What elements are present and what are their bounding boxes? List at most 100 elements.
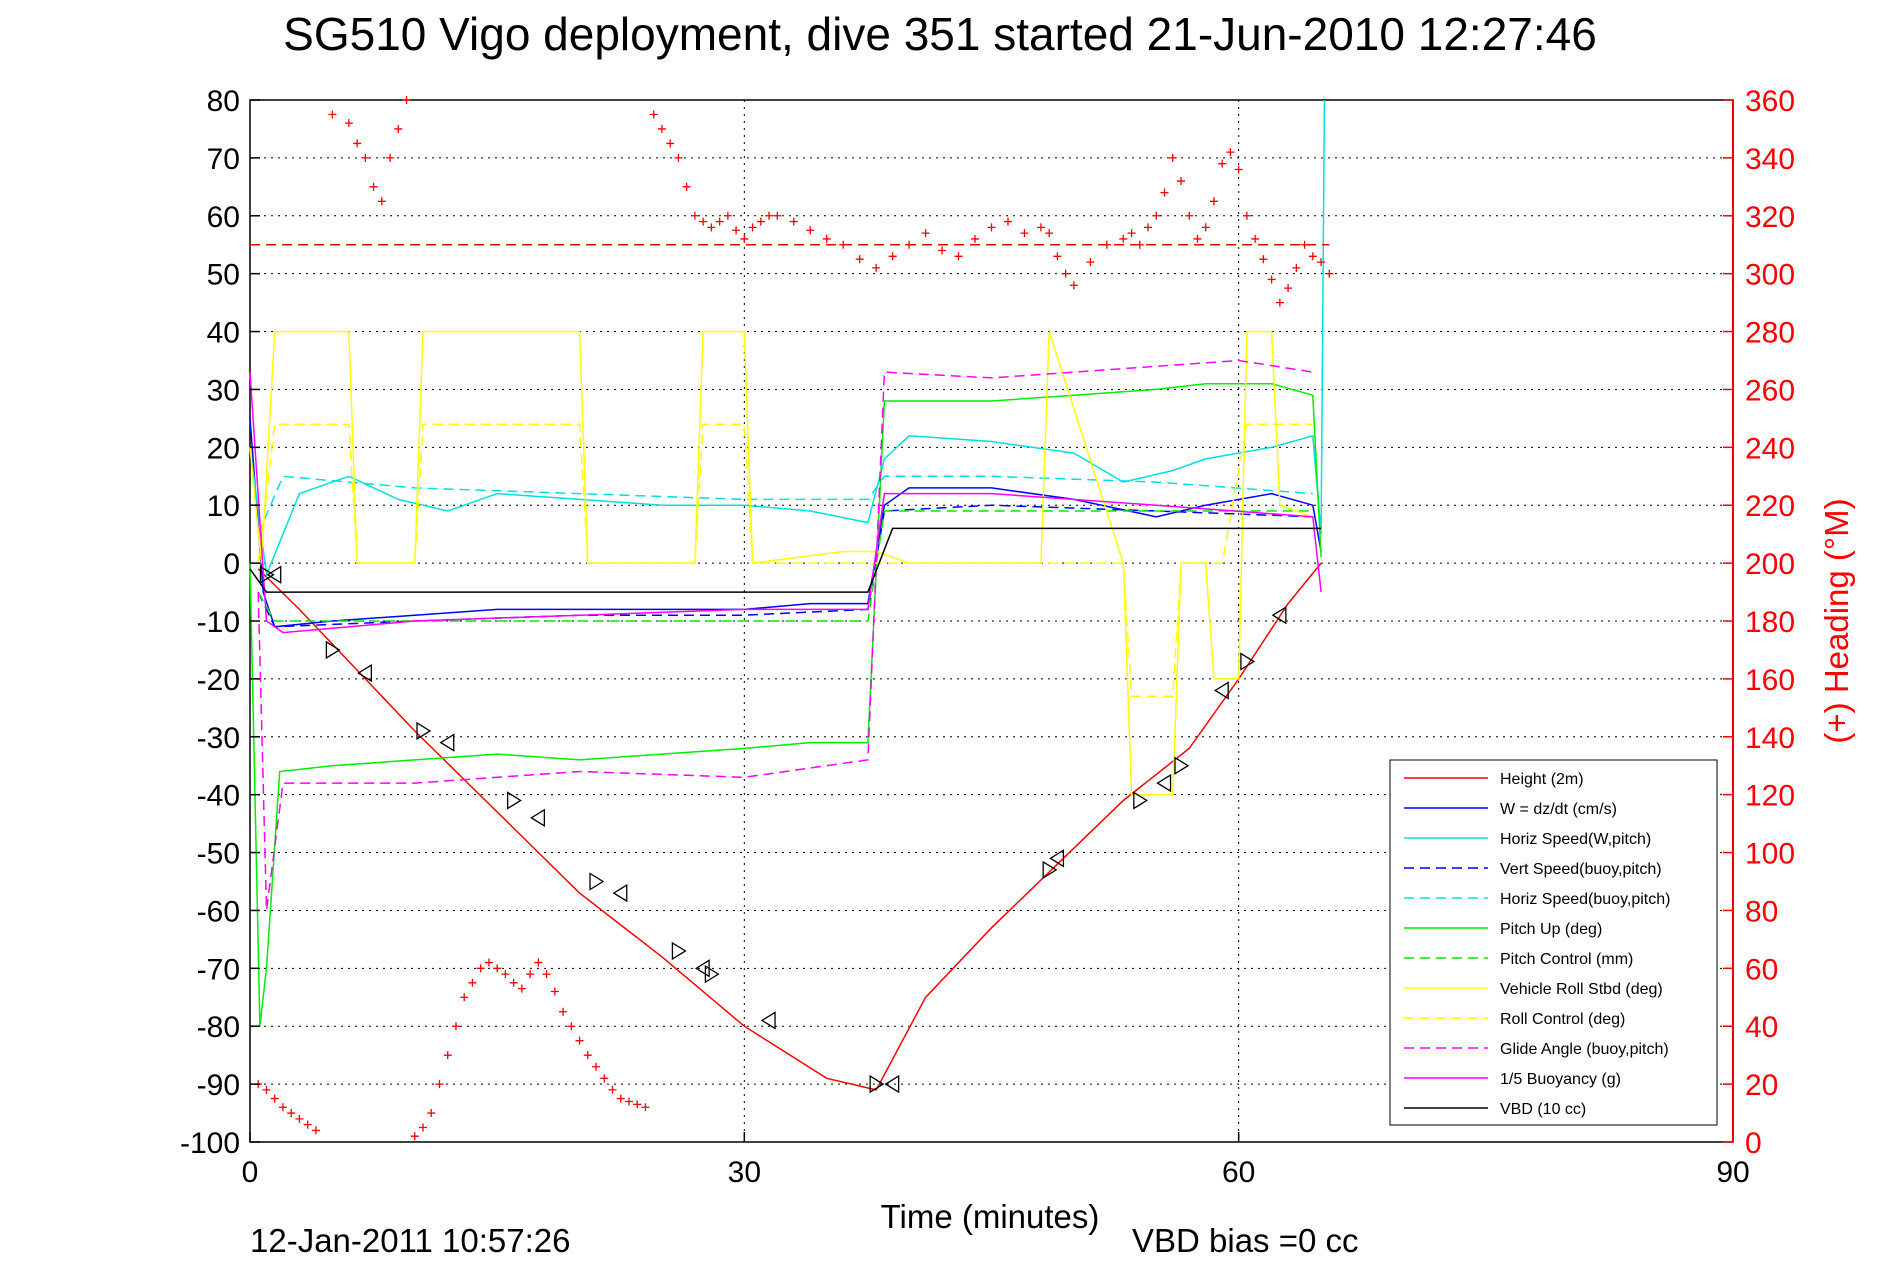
heading-marker bbox=[690, 211, 699, 220]
heading-marker bbox=[624, 1097, 633, 1106]
heading-marker bbox=[1259, 255, 1268, 264]
gps-triangle-marker bbox=[439, 733, 455, 752]
heading-marker bbox=[987, 223, 996, 232]
heading-marker bbox=[1234, 165, 1243, 174]
gps-triangle-marker bbox=[259, 565, 275, 584]
y-tick-label: 20 bbox=[207, 432, 240, 465]
y-right-tick-label: 340 bbox=[1745, 143, 1795, 176]
gps-triangle-marker bbox=[884, 1074, 900, 1094]
legend: Height (2m) W = dz/dt (cm/s) Horiz Speed(W… bbox=[1389, 759, 1718, 1126]
gps-triangle-marker bbox=[325, 640, 341, 660]
right-axis-label: (+) Heading (°M) bbox=[1818, 498, 1855, 743]
heading-marker bbox=[1292, 263, 1301, 272]
heading-marker bbox=[1086, 258, 1095, 267]
series-line bbox=[249, 372, 1322, 634]
series-line bbox=[257, 504, 1313, 628]
legend-label: Vehicle Roll Stbd (deg) bbox=[1500, 981, 1663, 998]
heading-marker bbox=[361, 153, 370, 162]
y-tick-label: -100 bbox=[180, 1127, 240, 1160]
heading-marker bbox=[394, 124, 403, 133]
heading-marker bbox=[303, 1120, 312, 1129]
heading-marker bbox=[1317, 258, 1326, 267]
heading-marker bbox=[1144, 223, 1153, 232]
heading-marker bbox=[1061, 269, 1070, 278]
gps-triangle-marker bbox=[704, 964, 720, 984]
y-tick-label: -50 bbox=[197, 838, 240, 871]
heading-marker bbox=[1127, 229, 1136, 238]
heading-marker bbox=[938, 246, 947, 255]
heading-marker bbox=[1119, 234, 1128, 243]
x-tick-label: 0 bbox=[242, 1156, 259, 1189]
x-tick-label: 30 bbox=[728, 1156, 761, 1189]
heading-marker bbox=[386, 153, 395, 162]
heading-marker bbox=[443, 1051, 452, 1060]
series-layer bbox=[249, 99, 1326, 1091]
series-line bbox=[257, 510, 1313, 622]
heading-marker bbox=[616, 1094, 625, 1103]
heading-marker bbox=[559, 1007, 568, 1016]
grid bbox=[250, 100, 1733, 1142]
y-tick-label: 50 bbox=[207, 259, 240, 292]
heading-marker bbox=[641, 1103, 650, 1112]
heading-marker bbox=[666, 139, 675, 148]
y-tick-label: 60 bbox=[207, 201, 240, 234]
gps-triangle-marker bbox=[266, 565, 282, 584]
legend-label: Height (2m) bbox=[1500, 771, 1584, 788]
y-right-tick-label: 80 bbox=[1745, 895, 1778, 928]
y-tick-label: 40 bbox=[207, 317, 240, 350]
heading-marker bbox=[542, 970, 551, 979]
heading-marker bbox=[1193, 234, 1202, 243]
y-right-tick-label: 220 bbox=[1745, 490, 1795, 523]
y-right-tick-label: 360 bbox=[1745, 85, 1795, 118]
heading-marker bbox=[1218, 159, 1227, 168]
legend-label: Horiz Speed(W,pitch) bbox=[1500, 831, 1651, 848]
heading-marker bbox=[682, 182, 691, 191]
legend-label: Glide Angle (buoy,pitch) bbox=[1500, 1041, 1669, 1058]
heading-marker bbox=[699, 217, 708, 226]
y-right-tick-label: 300 bbox=[1745, 259, 1795, 292]
heading-marker bbox=[1308, 252, 1317, 261]
y-right-tick-label: 60 bbox=[1745, 953, 1778, 986]
chart-title: SG510 Vigo deployment, dive 351 started … bbox=[283, 8, 1597, 60]
x-axis-label: Time (minutes) bbox=[881, 1198, 1100, 1235]
heading-marker bbox=[657, 124, 666, 133]
legend-label: Pitch Control (mm) bbox=[1500, 951, 1633, 968]
gps-triangle-marker bbox=[612, 883, 628, 903]
heading-marker bbox=[715, 217, 724, 226]
heading-marker bbox=[773, 211, 782, 220]
y-right-tick-label: 120 bbox=[1745, 780, 1795, 813]
y-right-tick-label: 140 bbox=[1745, 722, 1795, 755]
heading-marker bbox=[1242, 211, 1251, 220]
y-right-tick-label: 160 bbox=[1745, 664, 1795, 697]
heading-marker bbox=[855, 255, 864, 264]
heading-marker bbox=[427, 1109, 436, 1118]
heading-marker bbox=[328, 110, 337, 119]
legend-label: VBD (10 cc) bbox=[1500, 1101, 1586, 1118]
heading-marker bbox=[905, 240, 914, 249]
heading-marker bbox=[888, 252, 897, 261]
heading-marker bbox=[583, 1051, 592, 1060]
heading-marker bbox=[435, 1080, 444, 1089]
marker-layer bbox=[250, 96, 1334, 1141]
gps-triangle-marker bbox=[1271, 606, 1287, 625]
heading-marker bbox=[567, 1022, 576, 1031]
gps-triangle-marker bbox=[1213, 681, 1229, 700]
heading-marker bbox=[1102, 240, 1111, 249]
heading-marker bbox=[1226, 148, 1235, 157]
heading-marker bbox=[707, 223, 716, 232]
series-line bbox=[257, 423, 1313, 698]
y-tick-label: 80 bbox=[207, 85, 240, 118]
heading-marker bbox=[1036, 223, 1045, 232]
heading-marker bbox=[872, 263, 881, 272]
gps-triangle-marker bbox=[671, 941, 687, 961]
gps-triangle-marker bbox=[506, 791, 522, 810]
y-right-tick-label: 280 bbox=[1745, 317, 1795, 350]
legend-label: Pitch Up (deg) bbox=[1500, 921, 1602, 938]
series-line bbox=[249, 527, 1322, 593]
y-right-tick-label: 40 bbox=[1745, 1011, 1778, 1044]
legend-label: Roll Control (deg) bbox=[1500, 1011, 1625, 1028]
heading-marker bbox=[954, 252, 963, 261]
heading-marker bbox=[262, 1085, 271, 1094]
y-right-tick-label: 260 bbox=[1745, 374, 1795, 407]
y-axis-left: 80 70 60 50 40 30 20 10 0 -10 -20 -30 -40 -50 -60 -70 -8… bbox=[180, 85, 260, 1160]
